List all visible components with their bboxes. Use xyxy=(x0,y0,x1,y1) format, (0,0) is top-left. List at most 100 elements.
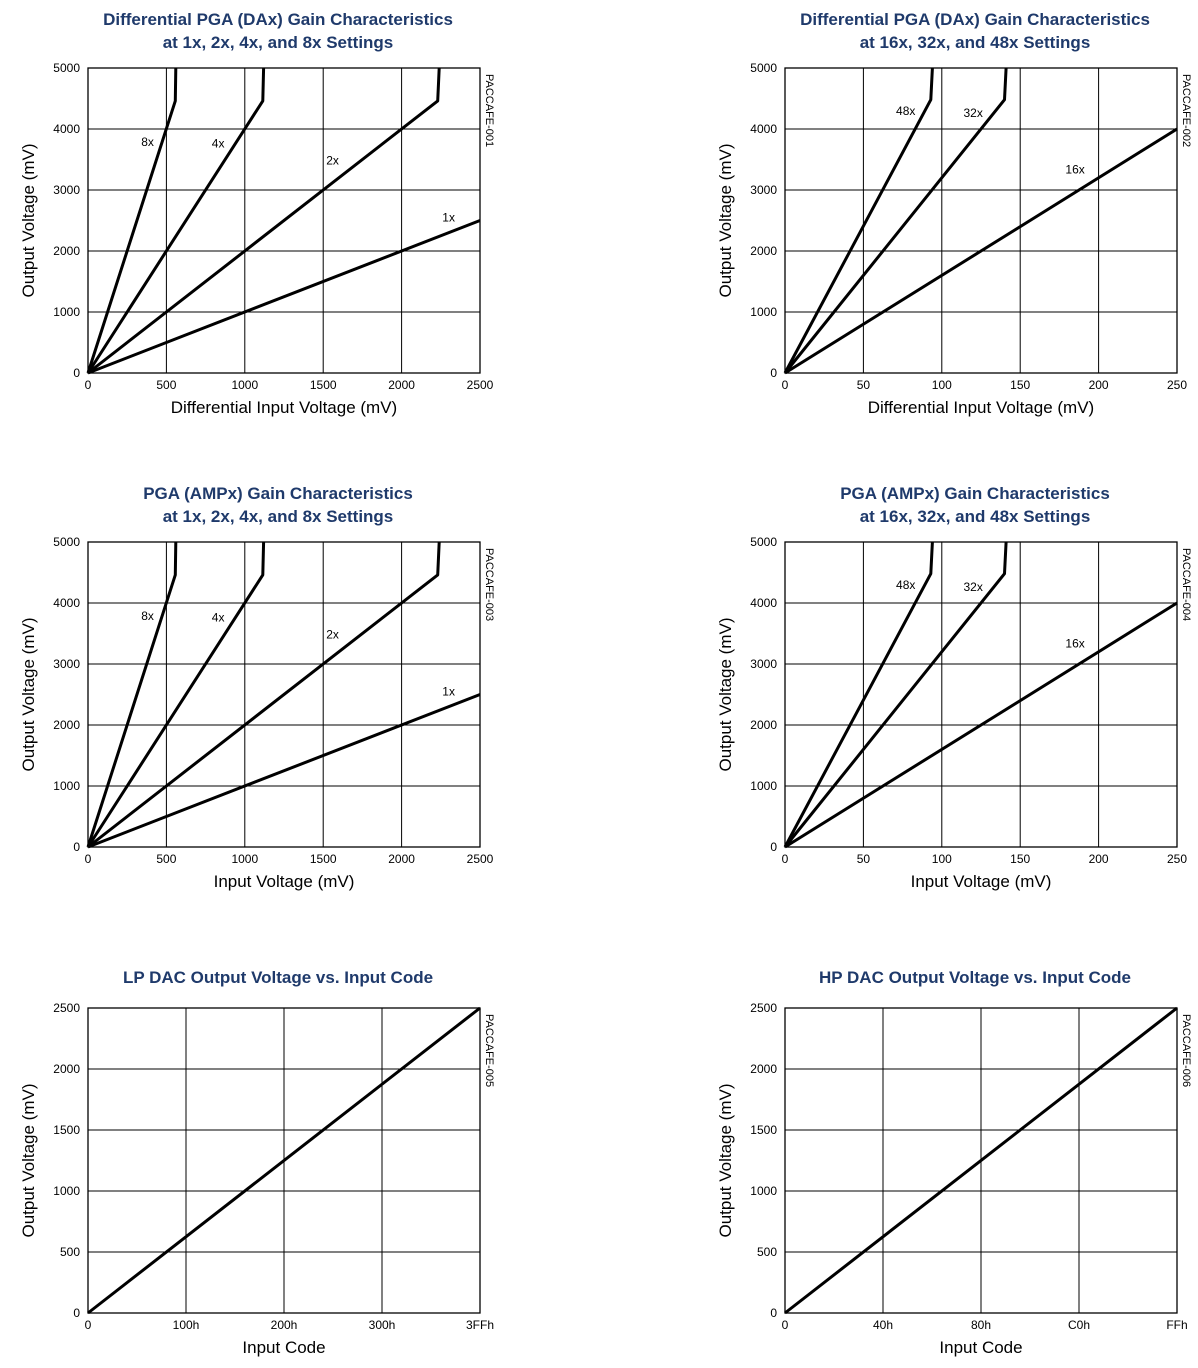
series-annotation: 16x xyxy=(1065,637,1084,651)
y-tick-label: 500 xyxy=(60,1245,80,1259)
x-axis-label: Differential Input Voltage (mV) xyxy=(868,398,1094,417)
y-tick-label: 2000 xyxy=(750,244,777,258)
chart-title-line1: PGA (AMPx) Gain Characteristics xyxy=(840,484,1110,503)
y-tick-label: 2000 xyxy=(750,718,777,732)
chart-subtitle: at 16x, 32x, and 48x Settings xyxy=(859,33,1091,52)
chart-svg: 0 500 1000 1500 2000 2500 0 1000 2000 3000 4000 500… xyxy=(19,61,495,417)
y-tick-label: 3000 xyxy=(750,183,777,197)
x-tick-label: C0h xyxy=(1068,1318,1090,1332)
y-tick-label: 1000 xyxy=(53,1184,80,1198)
x-tick-label: 0 xyxy=(782,1318,789,1332)
y-tick-label: 1000 xyxy=(750,779,777,793)
y-tick-label: 0 xyxy=(73,1306,80,1320)
y-tick-label: 0 xyxy=(770,366,777,380)
y-tick-label: 2000 xyxy=(53,244,80,258)
series-annotation: 8x xyxy=(141,135,154,149)
series-annotation: 48x xyxy=(896,578,915,592)
y-tick-label: 5000 xyxy=(53,61,80,75)
y-tick-label: 4000 xyxy=(750,122,777,136)
y-tick-label: 0 xyxy=(73,366,80,380)
y-axis-label: Output Voltage (mV) xyxy=(716,617,735,771)
y-tick-label: 1000 xyxy=(53,305,80,319)
series-line xyxy=(783,67,934,374)
chart-subtitle: at 16x, 32x, and 48x Settings xyxy=(859,507,1091,526)
x-tick-label: 100 xyxy=(932,852,952,866)
series-line xyxy=(784,1006,1178,1315)
y-axis-label: Output Voltage (mV) xyxy=(716,1083,735,1237)
chart-panel-ampx-low-gain: PGA (AMPx) Gain Characteristics at 1x, 2… xyxy=(18,482,538,902)
series-annotation: 1x xyxy=(442,211,455,225)
y-tick-label: 3000 xyxy=(53,183,80,197)
y-axis-label: Output Voltage (mV) xyxy=(19,617,38,771)
x-tick-label: 1000 xyxy=(231,852,258,866)
series-line xyxy=(784,127,1178,375)
figure-id-label: PACCAFE-001 xyxy=(483,74,495,147)
y-axis-label: Output Voltage (mV) xyxy=(19,143,38,297)
chart-title-line1: Differential PGA (DAx) Gain Characterist… xyxy=(800,10,1150,29)
y-tick-label: 0 xyxy=(73,840,80,854)
y-axis-label: Output Voltage (mV) xyxy=(716,143,735,297)
chart-subtitle: at 1x, 2x, 4x, and 8x Settings xyxy=(162,507,394,526)
series-line xyxy=(86,541,178,848)
y-tick-label: 4000 xyxy=(53,596,80,610)
x-tick-label: 50 xyxy=(857,378,871,392)
chart-title-line1: HP DAC Output Voltage vs. Input Code xyxy=(819,968,1131,987)
chart-title: LP DAC Output Voltage vs. Input Code xyxy=(18,966,538,989)
series-line xyxy=(86,67,178,374)
chart-panel-dax-high-gain: Differential PGA (DAx) Gain Characterist… xyxy=(715,8,1198,428)
y-tick-label: 3000 xyxy=(750,657,777,671)
series-line xyxy=(87,693,481,849)
series-line xyxy=(87,1006,481,1315)
chart-title: PGA (AMPx) Gain Characteristics at 16x, … xyxy=(715,482,1198,528)
y-tick-label: 1000 xyxy=(750,305,777,319)
chart-svg: 0 100h 200h 300h 3FFh 0 500 1000 1500 2000 2500 Inp… xyxy=(19,1001,495,1357)
x-tick-label: 300h xyxy=(369,1318,396,1332)
y-tick-label: 5000 xyxy=(53,535,80,549)
figure-id-label: PACCAFE-004 xyxy=(1180,548,1192,621)
y-tick-label: 2000 xyxy=(53,1062,80,1076)
x-tick-label: 0 xyxy=(782,378,789,392)
x-tick-label: 100 xyxy=(932,378,952,392)
x-tick-label: 2500 xyxy=(467,852,494,866)
y-tick-label: 2000 xyxy=(53,718,80,732)
y-tick-label: 1000 xyxy=(750,1184,777,1198)
chart-panel-ampx-high-gain: PGA (AMPx) Gain Characteristics at 16x, … xyxy=(715,482,1198,902)
y-tick-label: 1500 xyxy=(750,1123,777,1137)
series-annotation: 32x xyxy=(963,106,982,120)
x-tick-label: 1000 xyxy=(231,378,258,392)
series-line xyxy=(87,67,441,375)
chart-panel-hp-dac: HP DAC Output Voltage vs. Input Code 0 40… xyxy=(715,966,1198,1366)
chart-svg: 0 50 100 150 200 250 0 1000 2000 3000 4000 5000 16x 3… xyxy=(716,61,1192,417)
chart-title: HP DAC Output Voltage vs. Input Code xyxy=(715,966,1198,989)
y-tick-label: 4000 xyxy=(53,122,80,136)
x-tick-label: 200h xyxy=(271,1318,298,1332)
chart-title-line1: LP DAC Output Voltage vs. Input Code xyxy=(122,968,434,987)
x-tick-label: 40h xyxy=(873,1318,893,1332)
x-tick-label: 0 xyxy=(85,852,92,866)
x-tick-label: 1500 xyxy=(310,378,337,392)
plot-frame xyxy=(784,541,1178,848)
series-annotation: 16x xyxy=(1065,163,1084,177)
x-tick-label: 80h xyxy=(971,1318,991,1332)
figure-id-label: PACCAFE-005 xyxy=(483,1014,495,1087)
x-tick-label: FFh xyxy=(1166,1318,1187,1332)
chart-subtitle: at 1x, 2x, 4x, and 8x Settings xyxy=(162,33,394,52)
series-annotation: 32x xyxy=(963,580,982,594)
series-annotation: 2x xyxy=(326,627,339,641)
series-line xyxy=(783,541,934,848)
x-tick-label: 250 xyxy=(1167,852,1187,866)
x-tick-label: 1500 xyxy=(310,852,337,866)
x-tick-label: 200 xyxy=(1089,378,1109,392)
y-tick-label: 2500 xyxy=(53,1001,80,1015)
x-tick-label: 500 xyxy=(156,378,176,392)
chart-panel-lp-dac: LP DAC Output Voltage vs. Input Code 0 10… xyxy=(18,966,538,1366)
chart-title: Differential PGA (DAx) Gain Characterist… xyxy=(715,8,1198,54)
plot-frame xyxy=(87,1007,481,1314)
chart-panel-dax-low-gain: Differential PGA (DAx) Gain Characterist… xyxy=(18,8,538,428)
chart-title-line1: PGA (AMPx) Gain Characteristics xyxy=(143,484,413,503)
series-annotation: 48x xyxy=(896,104,915,118)
y-tick-label: 500 xyxy=(757,1245,777,1259)
x-tick-label: 2000 xyxy=(388,852,415,866)
y-tick-label: 1500 xyxy=(53,1123,80,1137)
x-tick-label: 500 xyxy=(156,852,176,866)
